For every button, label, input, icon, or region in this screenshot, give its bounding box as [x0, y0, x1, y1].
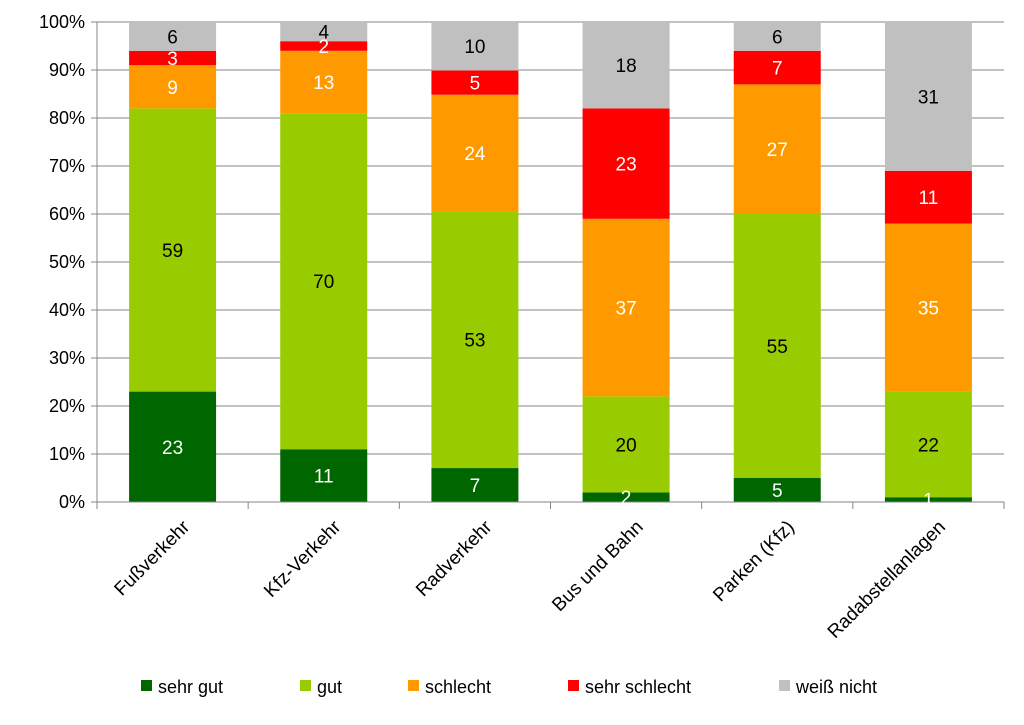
bar-segment — [431, 468, 519, 502]
category-label: Kfz-Verkehr — [260, 516, 346, 602]
bar-segment — [280, 449, 368, 502]
bar-segment — [733, 478, 821, 502]
data-label: 27 — [767, 140, 788, 161]
data-label: 10 — [464, 37, 485, 58]
data-label: 35 — [918, 299, 939, 320]
x-axis: Fußverkehr Kfz-Verkehr Radverkehr Bus und B… — [96, 501, 1005, 643]
y-tick-label: 90% — [49, 60, 85, 80]
bar-segment — [733, 214, 821, 478]
legend-label: sehr schlecht — [585, 677, 691, 697]
data-label: 20 — [616, 435, 637, 456]
bar-segment — [733, 50, 821, 85]
bar-segment — [582, 396, 670, 493]
category-label: Bus und Bahn — [548, 517, 647, 616]
data-label: 11 — [919, 188, 939, 209]
data-label: 5 — [772, 481, 783, 502]
data-label: 53 — [464, 331, 485, 352]
y-tick-label: 0% — [59, 492, 85, 512]
bar-segment — [129, 65, 217, 109]
y-tick-label: 70% — [49, 156, 85, 176]
bar-segment — [582, 22, 670, 109]
y-tick-label: 80% — [49, 108, 85, 128]
bar-segment — [129, 50, 217, 66]
legend-label: gut — [317, 677, 342, 697]
bar-segment — [129, 391, 217, 502]
bar-segment — [884, 497, 972, 502]
data-label: 9 — [167, 78, 178, 99]
y-tick-label: 10% — [49, 444, 85, 464]
category-label: Radabstellanlagen — [824, 517, 950, 643]
data-label: 55 — [767, 337, 788, 358]
data-label: 59 — [162, 241, 183, 262]
category-label: Fußverkehr — [111, 516, 195, 600]
data-label: 7 — [470, 476, 481, 497]
data-label: 22 — [918, 435, 939, 456]
y-tick-label: 50% — [49, 252, 85, 272]
data-label: 6 — [167, 27, 178, 48]
data-label: 3 — [167, 49, 178, 70]
data-label: 31 — [918, 87, 939, 108]
bars — [129, 22, 972, 502]
bar-segment — [280, 22, 368, 42]
data-labels: 2359936117013247532451022037231855527761… — [162, 23, 939, 512]
bar-segment — [280, 113, 368, 450]
data-label: 11 — [314, 467, 334, 488]
legend-swatch — [300, 680, 311, 691]
data-label: 2 — [621, 488, 632, 509]
y-axis: 0% 10% 20% 30% 40% 50% 60% 70% 80% 90% 100% — [39, 12, 98, 512]
data-label: 24 — [464, 144, 486, 165]
legend-swatch — [568, 680, 579, 691]
legend-label: schlecht — [425, 677, 491, 697]
bar-segment — [129, 22, 217, 51]
bar-segment — [431, 22, 519, 71]
y-tick-label: 40% — [49, 300, 85, 320]
legend-label: sehr gut — [158, 677, 223, 697]
bar-segment — [733, 84, 821, 215]
data-label: 23 — [616, 155, 637, 176]
legend-swatch — [408, 680, 419, 691]
legend-swatch — [141, 680, 152, 691]
bar-segment — [431, 211, 519, 469]
data-label: 13 — [313, 73, 334, 94]
legend-swatch — [779, 680, 790, 691]
bar-segment — [280, 41, 368, 51]
bar-segment — [884, 22, 972, 171]
bar-segment — [582, 108, 670, 219]
data-label: 1 — [923, 491, 934, 512]
gridlines — [97, 21, 1004, 455]
y-tick-label: 30% — [49, 348, 85, 368]
data-label: 18 — [616, 56, 637, 77]
data-label: 23 — [162, 438, 183, 459]
data-label: 37 — [616, 299, 637, 320]
y-tick-label: 100% — [39, 12, 85, 32]
category-label: Radverkehr — [412, 516, 497, 601]
legend: sehr gut gut schlecht sehr schlecht weiß nic… — [141, 677, 877, 697]
data-label: 2 — [318, 37, 329, 58]
data-label: 7 — [772, 59, 783, 80]
data-label: 4 — [318, 23, 329, 44]
bar-segment — [582, 492, 670, 502]
bar-segment — [884, 223, 972, 392]
data-label: 5 — [470, 74, 481, 95]
legend-label: weiß nicht — [795, 677, 877, 697]
category-label: Parken (Kfz) — [709, 517, 799, 607]
y-tick-label: 60% — [49, 204, 85, 224]
bar-segment — [431, 94, 519, 212]
bar-segment — [582, 218, 670, 397]
bar-segment — [431, 70, 519, 95]
bar-segment — [884, 391, 972, 498]
data-label: 6 — [772, 27, 783, 48]
bar-segment — [733, 22, 821, 51]
data-label: 70 — [313, 272, 334, 293]
bar-segment — [884, 170, 972, 224]
bar-segment — [280, 50, 368, 114]
bar-segment — [129, 108, 217, 392]
y-tick-label: 20% — [49, 396, 85, 416]
